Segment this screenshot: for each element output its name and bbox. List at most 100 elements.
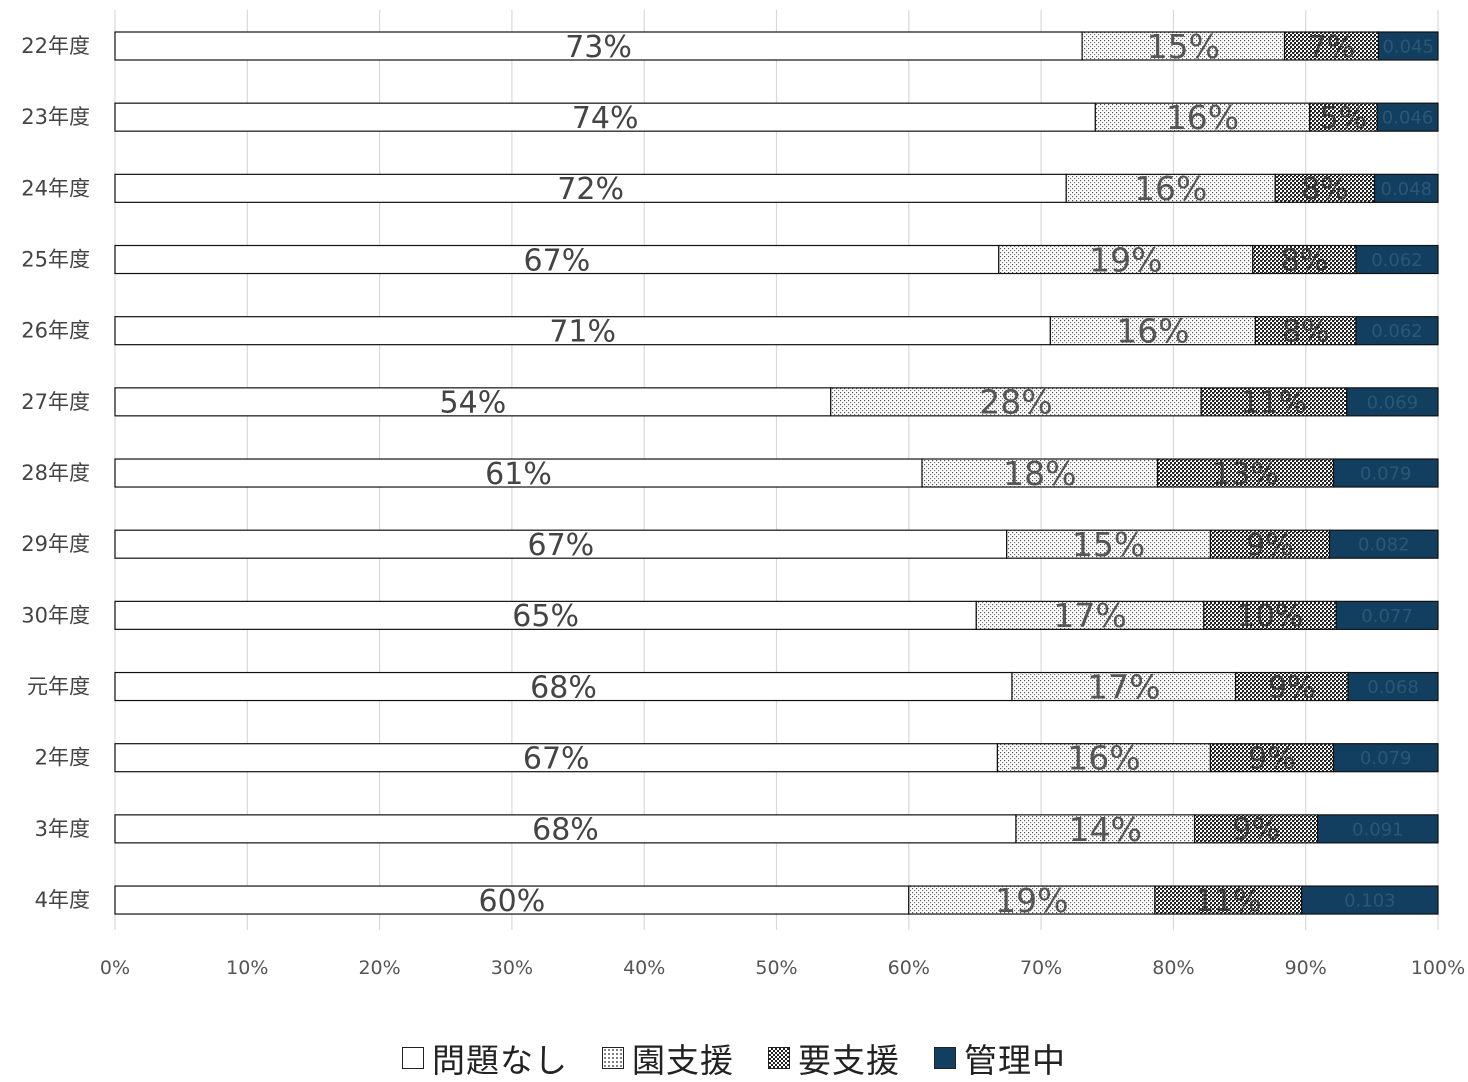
bar-en-shien bbox=[1065, 173, 1276, 203]
data-label: 16% bbox=[1134, 169, 1207, 208]
data-label: 0.091 bbox=[1352, 819, 1404, 840]
data-label: 11% bbox=[1195, 884, 1262, 919]
bar-you-shien bbox=[1193, 814, 1319, 844]
bar-mondainashi bbox=[114, 31, 1083, 61]
x-tick-label: 100% bbox=[1411, 957, 1465, 979]
data-label: 0.062 bbox=[1371, 250, 1423, 271]
axes: 0% 10% 20% 30% 40% 50% 60% 70% 80% 90% 100% 22年度 23年… bbox=[21, 34, 1465, 979]
bar-you-shien bbox=[1203, 600, 1337, 630]
data-label: 68% bbox=[532, 813, 599, 848]
bar-kanri-chuu bbox=[1317, 814, 1439, 844]
bar-en-shien bbox=[1011, 671, 1237, 702]
category-label: 26年度 bbox=[21, 319, 90, 343]
bar-kanri-chuu bbox=[1355, 244, 1439, 275]
bar-you-shien bbox=[1154, 885, 1303, 915]
legend-label: 園支援 bbox=[632, 1041, 734, 1080]
data-label: 19% bbox=[995, 881, 1068, 920]
bar-kanri-chuu bbox=[1355, 316, 1439, 346]
data-labels: 73% 15% 7% 0.045 74% 16% 5% 0.046 72% 16% 8% 0.048 6… bbox=[440, 27, 1434, 920]
legend-swatch bbox=[768, 1047, 790, 1069]
category-label: 25年度 bbox=[21, 248, 90, 272]
data-label: 73% bbox=[565, 30, 632, 65]
data-label: 65% bbox=[512, 599, 579, 634]
bar-you-shien bbox=[1254, 316, 1357, 346]
bar-en-shien bbox=[998, 244, 1254, 275]
bar-mondainashi bbox=[114, 316, 1051, 346]
category-label: 27年度 bbox=[21, 390, 90, 414]
data-label: 13% bbox=[1212, 457, 1279, 492]
bar-kanri-chuu bbox=[1332, 743, 1439, 773]
data-label: 0.079 bbox=[1360, 464, 1412, 485]
data-label: 15% bbox=[1072, 525, 1145, 564]
x-tick-label: 20% bbox=[358, 957, 400, 979]
legend-item-en-shien: 園支援 bbox=[602, 1034, 734, 1082]
data-label: 7% bbox=[1308, 30, 1356, 65]
x-tick-label: 30% bbox=[491, 957, 533, 979]
bar-mondainashi bbox=[114, 244, 1000, 275]
category-label: 元年度 bbox=[27, 675, 90, 699]
bar-en-shien bbox=[1049, 316, 1257, 346]
data-label: 9% bbox=[1246, 528, 1294, 563]
bar-you-shien bbox=[1234, 671, 1349, 702]
bar-en-shien bbox=[1081, 31, 1286, 61]
category-label: 28年度 bbox=[21, 461, 90, 485]
data-label: 8% bbox=[1281, 243, 1329, 278]
data-label: 74% bbox=[572, 101, 639, 136]
bar-en-shien bbox=[830, 387, 1202, 417]
bar-you-shien bbox=[1200, 387, 1348, 417]
data-label: 8% bbox=[1282, 314, 1330, 349]
data-label: 61% bbox=[485, 457, 552, 492]
bar-mondainashi bbox=[114, 102, 1096, 132]
data-label: 0.103 bbox=[1344, 891, 1396, 912]
bar-en-shien bbox=[975, 600, 1205, 630]
data-label: 0.068 bbox=[1367, 677, 1419, 698]
bar-mondainashi bbox=[114, 743, 999, 773]
category-label: 30年度 bbox=[21, 603, 90, 627]
data-label: 67% bbox=[528, 528, 595, 563]
bar-mondainashi bbox=[114, 387, 832, 417]
category-label: 3年度 bbox=[35, 817, 90, 841]
x-tick-label: 40% bbox=[623, 957, 665, 979]
data-label: 60% bbox=[479, 884, 546, 919]
data-label: 18% bbox=[1003, 454, 1076, 493]
category-label: 4年度 bbox=[35, 888, 90, 912]
bar-mondainashi bbox=[114, 671, 1013, 702]
category-label: 22年度 bbox=[21, 34, 90, 58]
x-tick-label: 0% bbox=[100, 957, 130, 979]
data-label: 28% bbox=[979, 383, 1052, 422]
legend-label: 要支援 bbox=[798, 1041, 900, 1080]
bar-mondainashi bbox=[114, 885, 910, 915]
bar-kanri-chuu bbox=[1376, 102, 1439, 132]
legend-swatch bbox=[402, 1047, 424, 1069]
bar-en-shien bbox=[1015, 814, 1196, 844]
bar-kanri-chuu bbox=[1332, 458, 1439, 488]
bar-you-shien bbox=[1156, 458, 1335, 488]
data-label: 72% bbox=[557, 172, 624, 207]
data-label: 9% bbox=[1268, 670, 1316, 705]
bar-en-shien bbox=[996, 743, 1212, 773]
data-label: 0.045 bbox=[1382, 36, 1434, 57]
data-label: 16% bbox=[1166, 98, 1239, 137]
bar-mondainashi bbox=[114, 458, 923, 488]
x-tick-label: 50% bbox=[755, 957, 797, 979]
data-label: 0.079 bbox=[1360, 748, 1412, 769]
category-label: 23年度 bbox=[21, 105, 90, 129]
data-label: 16% bbox=[1067, 739, 1140, 778]
data-label: 67% bbox=[524, 243, 591, 278]
bar-kanri-chuu bbox=[1347, 671, 1439, 702]
data-label: 0.048 bbox=[1380, 179, 1432, 200]
data-label: 68% bbox=[530, 670, 597, 705]
category-label: 29年度 bbox=[21, 532, 90, 556]
data-label: 17% bbox=[1053, 596, 1126, 635]
data-label: 8% bbox=[1301, 172, 1349, 207]
data-label: 71% bbox=[549, 314, 616, 349]
data-label: 9% bbox=[1248, 742, 1296, 777]
legend-item-mondainashi: 問題なし bbox=[402, 1034, 568, 1082]
bars bbox=[114, 31, 1439, 915]
legend-item-you-shien: 要支援 bbox=[768, 1034, 900, 1082]
legend-label: 問題なし bbox=[432, 1041, 568, 1080]
x-tick-label: 60% bbox=[888, 957, 930, 979]
x-tick-label: 90% bbox=[1285, 957, 1327, 979]
data-label: 10% bbox=[1237, 599, 1304, 634]
data-label: 19% bbox=[1089, 240, 1162, 279]
